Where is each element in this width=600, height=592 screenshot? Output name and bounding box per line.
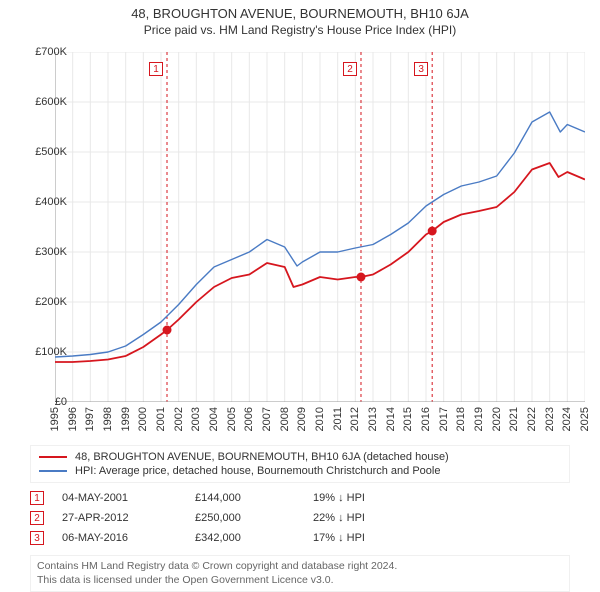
y-tick-label: £200K xyxy=(17,296,67,308)
x-tick-label: 2009 xyxy=(296,407,308,431)
chart-svg xyxy=(55,52,585,402)
x-tick-label: 2010 xyxy=(314,407,326,431)
x-tick-label: 2021 xyxy=(508,407,520,431)
title-subtitle: Price paid vs. HM Land Registry's House … xyxy=(0,23,600,37)
event-price: £144,000 xyxy=(195,492,295,504)
footnote-line-1: Contains HM Land Registry data © Crown c… xyxy=(37,560,563,574)
x-tick-label: 2016 xyxy=(420,407,432,431)
event-table: 1 04-MAY-2001 £144,000 19% ↓ HPI 2 27-APR-201… xyxy=(30,488,570,548)
legend: 48, BROUGHTON AVENUE, BOURNEMOUTH, BH10 … xyxy=(30,445,570,483)
x-tick-label: 2005 xyxy=(226,407,238,431)
x-tick-label: 2013 xyxy=(367,407,379,431)
event-diff: 17% ↓ HPI xyxy=(313,532,423,544)
event-diff: 22% ↓ HPI xyxy=(313,512,423,524)
event-price: £250,000 xyxy=(195,512,295,524)
x-tick-label: 2014 xyxy=(385,407,397,431)
x-tick-label: 2025 xyxy=(579,407,591,431)
x-tick-label: 2011 xyxy=(332,407,344,431)
x-tick-label: 2018 xyxy=(455,407,467,431)
legend-swatch xyxy=(39,470,67,472)
x-tick-label: 2012 xyxy=(349,407,361,431)
x-tick-label: 2002 xyxy=(173,407,185,431)
legend-label: HPI: Average price, detached house, Bour… xyxy=(75,465,440,477)
y-tick-label: £300K xyxy=(17,246,67,258)
x-tick-label: 2023 xyxy=(544,407,556,431)
event-diff: 19% ↓ HPI xyxy=(313,492,423,504)
x-tick-label: 2001 xyxy=(155,407,167,431)
event-date: 04-MAY-2001 xyxy=(62,492,177,504)
event-row: 2 27-APR-2012 £250,000 22% ↓ HPI xyxy=(30,508,570,528)
legend-swatch xyxy=(39,456,67,458)
event-row: 3 06-MAY-2016 £342,000 17% ↓ HPI xyxy=(30,528,570,548)
event-row: 1 04-MAY-2001 £144,000 19% ↓ HPI xyxy=(30,488,570,508)
x-tick-label: 2024 xyxy=(561,407,573,431)
x-tick-label: 1999 xyxy=(120,407,132,431)
title-block: 48, BROUGHTON AVENUE, BOURNEMOUTH, BH10 … xyxy=(0,0,600,37)
x-tick-label: 2004 xyxy=(208,407,220,431)
y-tick-label: £600K xyxy=(17,96,67,108)
event-marker-num: 1 xyxy=(30,491,44,505)
chart-container: 48, BROUGHTON AVENUE, BOURNEMOUTH, BH10 … xyxy=(0,0,600,590)
sale-marker-ref: 1 xyxy=(149,62,163,76)
x-tick-label: 2006 xyxy=(243,407,255,431)
legend-item: 48, BROUGHTON AVENUE, BOURNEMOUTH, BH10 … xyxy=(39,450,561,464)
x-tick-label: 2022 xyxy=(526,407,538,431)
sale-marker-ref: 2 xyxy=(343,62,357,76)
x-tick-label: 2019 xyxy=(473,407,485,431)
x-tick-label: 2000 xyxy=(137,407,149,431)
y-tick-label: £500K xyxy=(17,146,67,158)
y-tick-label: £400K xyxy=(17,196,67,208)
x-tick-label: 2003 xyxy=(190,407,202,431)
chart-area xyxy=(55,52,585,402)
legend-label: 48, BROUGHTON AVENUE, BOURNEMOUTH, BH10 … xyxy=(75,451,449,463)
legend-item: HPI: Average price, detached house, Bour… xyxy=(39,464,561,478)
event-marker-num: 3 xyxy=(30,531,44,545)
y-tick-label: £700K xyxy=(17,46,67,58)
event-date: 06-MAY-2016 xyxy=(62,532,177,544)
y-tick-label: £100K xyxy=(17,346,67,358)
x-tick-label: 1996 xyxy=(67,407,79,431)
x-tick-label: 1998 xyxy=(102,407,114,431)
x-tick-label: 1995 xyxy=(49,407,61,431)
x-tick-label: 2017 xyxy=(438,407,450,431)
x-tick-label: 2008 xyxy=(279,407,291,431)
event-date: 27-APR-2012 xyxy=(62,512,177,524)
x-tick-label: 2015 xyxy=(402,407,414,431)
event-price: £342,000 xyxy=(195,532,295,544)
footnote-line-2: This data is licensed under the Open Gov… xyxy=(37,574,563,588)
x-tick-label: 2020 xyxy=(491,407,503,431)
title-address: 48, BROUGHTON AVENUE, BOURNEMOUTH, BH10 … xyxy=(0,6,600,21)
x-tick-label: 2007 xyxy=(261,407,273,431)
event-marker-num: 2 xyxy=(30,511,44,525)
footnote: Contains HM Land Registry data © Crown c… xyxy=(30,555,570,592)
x-tick-label: 1997 xyxy=(84,407,96,431)
sale-marker-ref: 3 xyxy=(414,62,428,76)
